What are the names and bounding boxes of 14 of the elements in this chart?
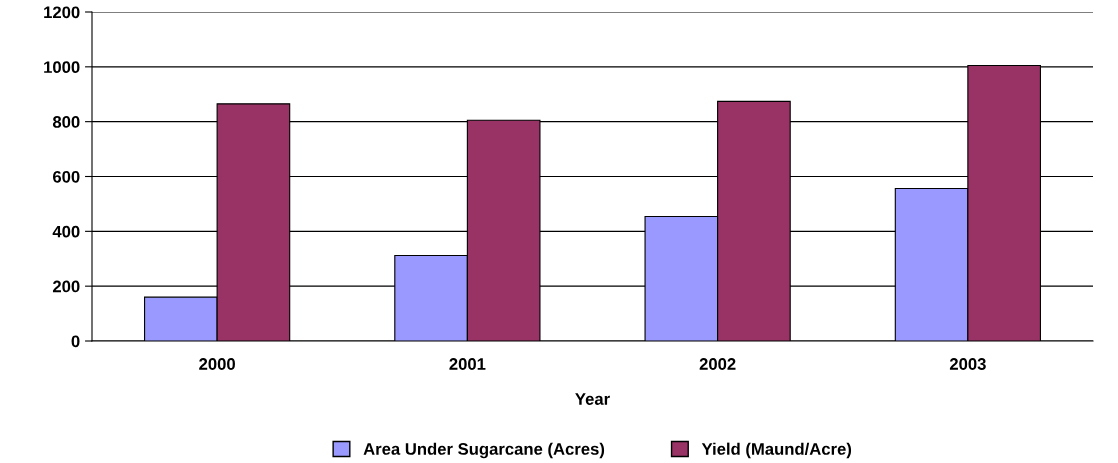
x-tick-label: 2002: [699, 358, 736, 370]
legend-label: Area Under Sugarcane (Acres): [363, 442, 605, 459]
x-axis-title: Year: [575, 393, 610, 405]
y-tick-label: 1000: [44, 61, 80, 74]
y-tick-label: 1200: [44, 6, 80, 19]
x-tick-label: 2001: [449, 358, 486, 370]
x-tick-label: 2000: [199, 358, 235, 370]
y-tick-label: 400: [52, 225, 80, 238]
legend-label: Yield (Maund/Acre): [701, 442, 852, 459]
y-tick-label: 200: [52, 280, 80, 293]
y-tick-label: 600: [53, 170, 80, 183]
y-tick-label: 0: [71, 335, 80, 348]
y-tick-label: 800: [52, 116, 80, 128]
x-tick-label: 2003: [949, 358, 986, 370]
